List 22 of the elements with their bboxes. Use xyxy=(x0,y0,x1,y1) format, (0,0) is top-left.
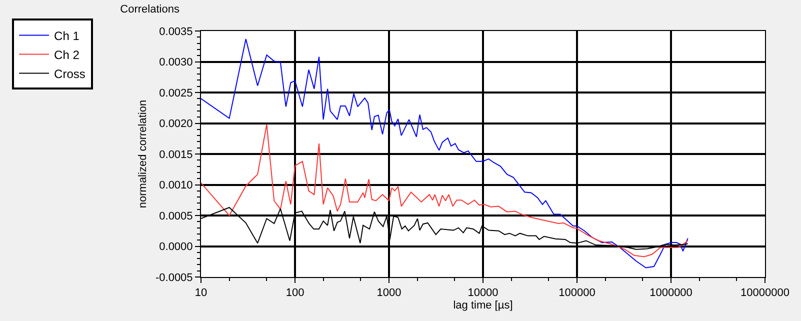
y-tick-label: 0.0030 xyxy=(159,56,193,69)
y-tick-label: 0.0000 xyxy=(159,241,193,254)
x-tick-label: 100000 xyxy=(558,287,596,300)
legend-label: Ch 2 xyxy=(54,48,80,62)
y-tick-label: 0.0015 xyxy=(159,148,193,161)
y-tick-label: 0.0035 xyxy=(159,26,193,38)
x-tick-label: 100 xyxy=(286,287,304,300)
y-axis-title: normalized correlation xyxy=(137,100,150,208)
y-tick-label: -0.0005 xyxy=(155,272,193,284)
chart-title: Correlations xyxy=(120,4,180,16)
y-tick-label: 0.0010 xyxy=(159,180,193,192)
x-tick-label: 10000000 xyxy=(740,287,790,300)
x-tick-label: 1000000 xyxy=(650,287,692,300)
y-tick-label: 0.0025 xyxy=(159,87,193,100)
y-tick-label: 0.0005 xyxy=(159,210,193,222)
x-tick-label: 1000 xyxy=(376,287,402,300)
y-tick-label: 0.0020 xyxy=(159,118,193,130)
x-tick-label: 10 xyxy=(194,287,208,300)
x-axis-title: lag time [µs] xyxy=(453,299,513,312)
legend-label: Ch 1 xyxy=(54,28,80,43)
x-tick-label: 10000 xyxy=(468,287,498,300)
legend-label: Cross xyxy=(54,66,86,81)
